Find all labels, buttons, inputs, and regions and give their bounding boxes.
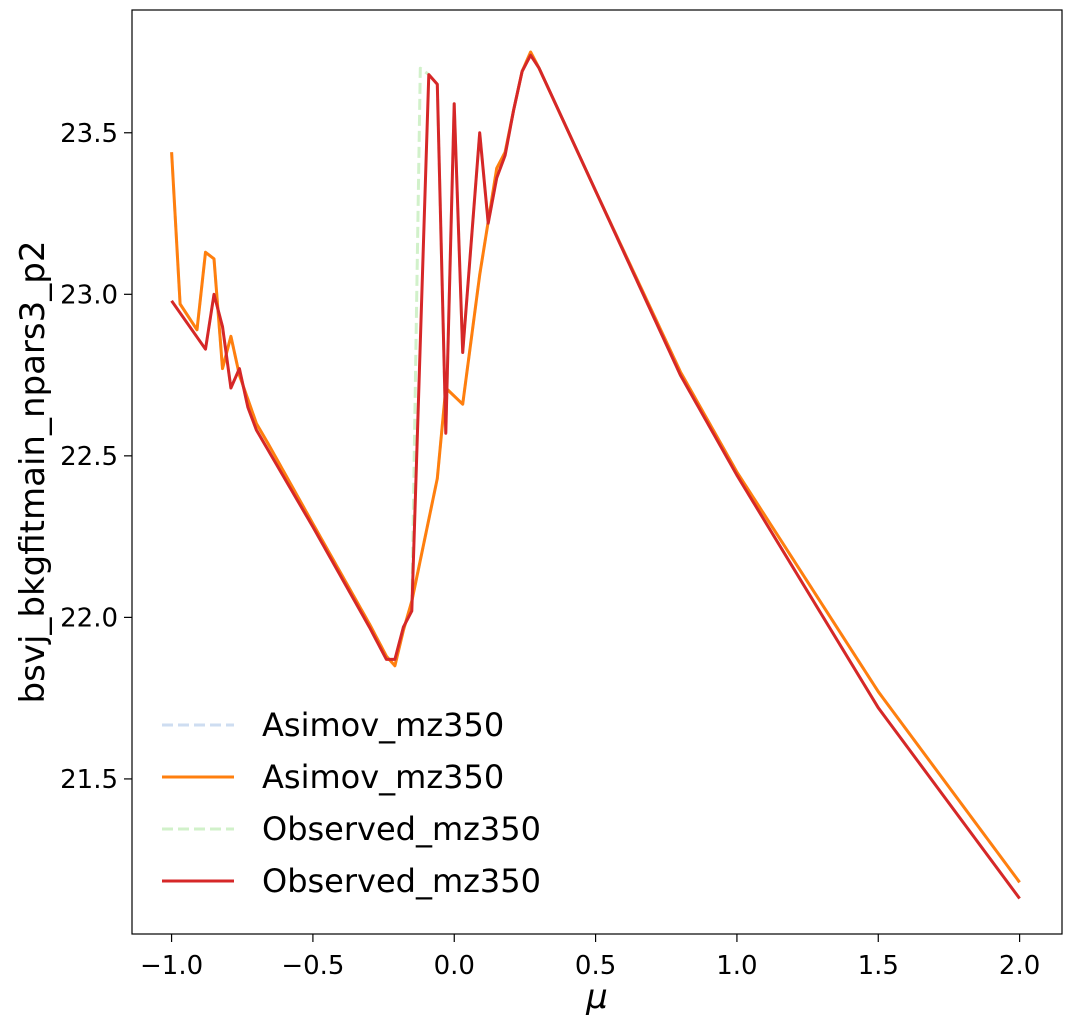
- legend-label-1: Asimov_mz350: [262, 758, 504, 796]
- x-tick-label: −1.0: [140, 951, 203, 981]
- y-tick-label: 21.5: [60, 765, 118, 795]
- x-tick-label: 1.5: [858, 951, 899, 981]
- y-axis-label: bsvj_bkgfitmain_npars3_p2: [13, 241, 53, 704]
- x-tick-label: −0.5: [281, 951, 344, 981]
- x-tick-label: 2.0: [999, 951, 1040, 981]
- plot-lines: [170, 50, 1021, 900]
- y-tick-label: 22.0: [60, 603, 118, 633]
- series-line-3: [170, 53, 1021, 900]
- legend-label-0: Asimov_mz350: [262, 706, 504, 744]
- y-tick-label: 23.5: [60, 119, 118, 149]
- plot-frame: [131, 9, 1063, 935]
- legend: Asimov_mz350 Asimov_mz350 Observed_mz350 Ob…: [162, 706, 541, 900]
- x-tick-label: 0.0: [434, 951, 475, 981]
- y-tick-label: 22.5: [60, 442, 118, 472]
- x-axis-ticks: −1.0 −0.5 0.0 0.5 1.0 1.5 2.0: [140, 934, 1040, 981]
- legend-label-3: Observed_mz350: [262, 862, 541, 900]
- y-tick-label: 23.0: [60, 280, 118, 310]
- y-axis-ticks: 21.5 22.0 22.5 23.0 23.5: [60, 119, 132, 795]
- x-tick-label: 0.5: [575, 951, 616, 981]
- legend-label-2: Observed_mz350: [262, 810, 541, 848]
- x-tick-label: 1.0: [716, 951, 757, 981]
- x-axis-label: μ: [585, 977, 608, 1017]
